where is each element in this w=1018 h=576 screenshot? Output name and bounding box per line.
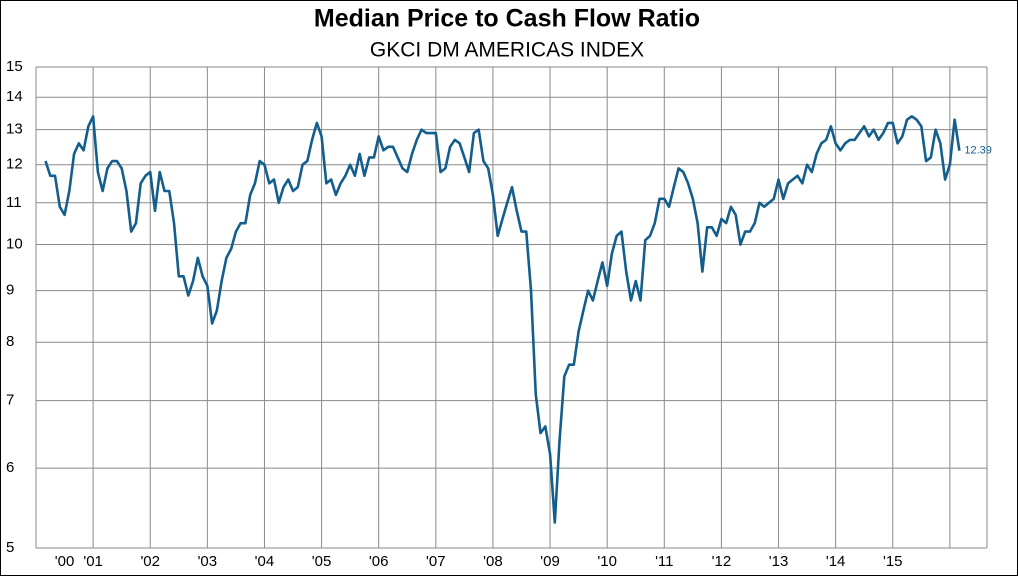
x-tick-label: '04 xyxy=(255,553,275,570)
x-tick-label: '08 xyxy=(483,553,503,570)
y-tick-label: 13 xyxy=(6,121,23,138)
y-tick-label: 6 xyxy=(6,459,14,476)
x-tick-label: '06 xyxy=(369,553,389,570)
y-tick-label: 10 xyxy=(6,235,23,252)
x-tick-label: '13 xyxy=(769,553,789,570)
value-label: 12.39 xyxy=(964,145,992,157)
x-tick-label: '14 xyxy=(826,553,846,570)
x-tick-label: '03 xyxy=(198,553,218,570)
x-tick-label: '10 xyxy=(597,553,617,570)
y-tick-label: 15 xyxy=(6,58,23,75)
x-tick-label: '07 xyxy=(426,553,446,570)
y-tick-label: 12 xyxy=(6,156,23,173)
x-tick-label: '11 xyxy=(655,553,673,570)
chart-title: Median Price to Cash Flow Ratio xyxy=(314,5,700,33)
x-tick-label: '01 xyxy=(83,553,103,570)
data-line xyxy=(44,115,961,524)
x-tick-label: '12 xyxy=(712,553,732,570)
y-tick-label: 9 xyxy=(6,282,14,299)
y-tick-label: 7 xyxy=(6,392,14,409)
y-tick-label: 5 xyxy=(6,539,14,556)
y-tick-label: 8 xyxy=(6,333,14,350)
x-tick-label: '00 xyxy=(55,553,75,570)
chart-subtitle: GKCI DM AMERICAS INDEX xyxy=(370,39,644,62)
y-tick-label: 11 xyxy=(6,194,22,211)
x-tick-label: '05 xyxy=(312,553,332,570)
x-tick-label: '02 xyxy=(140,553,160,570)
y-tick-label: 14 xyxy=(6,88,23,105)
x-tick-label: '09 xyxy=(540,553,560,570)
x-tick-label: '15 xyxy=(883,553,903,570)
